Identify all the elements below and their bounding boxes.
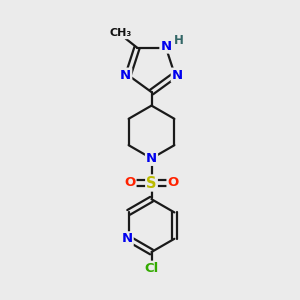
Text: N: N — [146, 152, 157, 165]
Text: H: H — [174, 34, 184, 47]
Text: O: O — [124, 176, 136, 190]
Text: N: N — [172, 69, 183, 82]
Text: Cl: Cl — [144, 262, 159, 275]
Text: N: N — [120, 69, 131, 82]
Text: O: O — [167, 176, 179, 190]
Text: S: S — [146, 176, 157, 190]
Text: CH₃: CH₃ — [110, 28, 132, 38]
Text: N: N — [160, 40, 172, 52]
Text: N: N — [122, 232, 133, 245]
